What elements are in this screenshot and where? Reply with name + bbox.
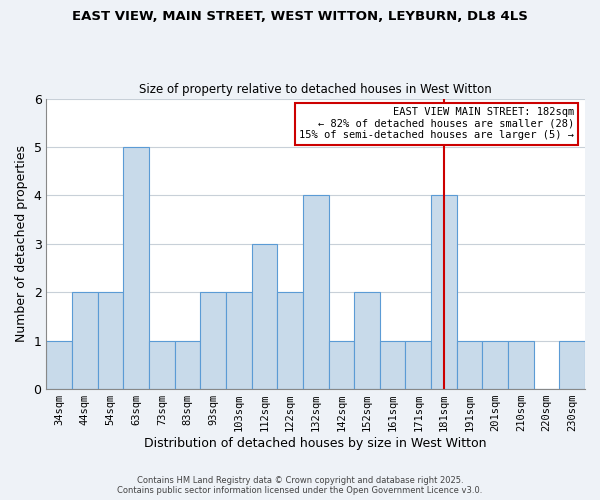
- Bar: [200, 292, 226, 389]
- Text: Contains HM Land Registry data © Crown copyright and database right 2025.
Contai: Contains HM Land Registry data © Crown c…: [118, 476, 482, 495]
- Title: Size of property relative to detached houses in West Witton: Size of property relative to detached ho…: [139, 83, 492, 96]
- Bar: [508, 340, 534, 389]
- Bar: [175, 340, 200, 389]
- Bar: [457, 340, 482, 389]
- Text: EAST VIEW MAIN STREET: 182sqm
← 82% of detached houses are smaller (28)
15% of s: EAST VIEW MAIN STREET: 182sqm ← 82% of d…: [299, 108, 574, 140]
- Text: EAST VIEW, MAIN STREET, WEST WITTON, LEYBURN, DL8 4LS: EAST VIEW, MAIN STREET, WEST WITTON, LEY…: [72, 10, 528, 23]
- Bar: [226, 292, 251, 389]
- Bar: [46, 340, 72, 389]
- Bar: [482, 340, 508, 389]
- Bar: [559, 340, 585, 389]
- Bar: [149, 340, 175, 389]
- Bar: [98, 292, 124, 389]
- Bar: [251, 244, 277, 389]
- Bar: [277, 292, 303, 389]
- Bar: [303, 196, 329, 389]
- Bar: [124, 147, 149, 389]
- Bar: [72, 292, 98, 389]
- Y-axis label: Number of detached properties: Number of detached properties: [15, 146, 28, 342]
- Bar: [354, 292, 380, 389]
- X-axis label: Distribution of detached houses by size in West Witton: Distribution of detached houses by size …: [145, 437, 487, 450]
- Bar: [329, 340, 354, 389]
- Bar: [431, 196, 457, 389]
- Bar: [406, 340, 431, 389]
- Bar: [380, 340, 406, 389]
